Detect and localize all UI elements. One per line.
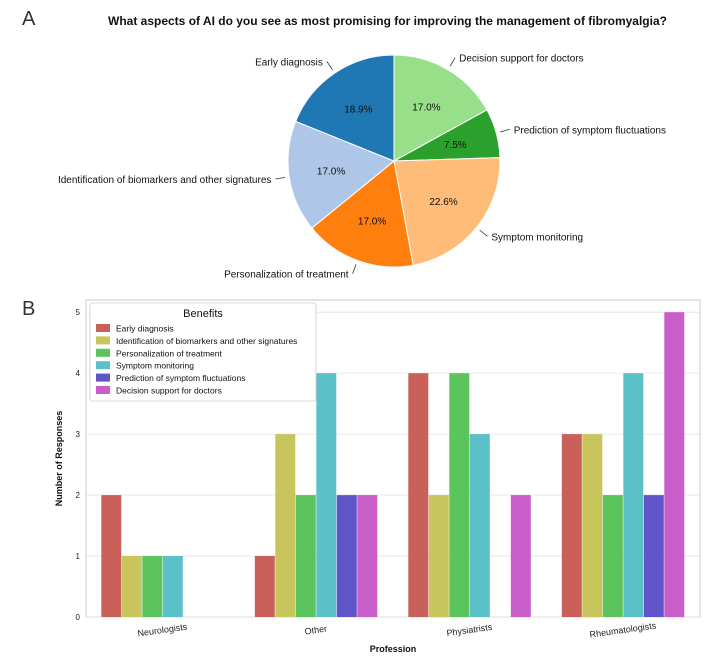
legend-swatch [96, 336, 110, 345]
y-tick-label: 2 [76, 491, 81, 500]
pie-category-label: Decision support for doctors [459, 54, 584, 65]
legend-entry: Personalization of treatment [116, 348, 222, 358]
pie-chart-title: What aspects of AI do you see as most pr… [108, 14, 667, 28]
panel-a-label: A [22, 8, 36, 30]
bar-rheumatologists-decision-support-for-doctors [664, 312, 685, 617]
legend-swatch [96, 373, 110, 382]
pie-slice-identification-of-biomarkers-and-other-signatures [287, 120, 395, 229]
y-tick-label: 1 [76, 552, 81, 561]
legend-swatch [96, 361, 110, 370]
legend-entry: Early diagnosis [116, 324, 174, 334]
pie-category-label: Prediction of symptom fluctuations [514, 125, 666, 136]
pie-category-label: Early diagnosis [255, 58, 323, 69]
legend-swatch [96, 324, 110, 332]
bar-neurologists-early-diagnosis [101, 495, 122, 617]
y-tick-label: 3 [76, 430, 81, 439]
legend-entry: Decision support for doctors [116, 386, 222, 396]
pie-slice-symptom-monitoring [393, 157, 501, 266]
pie-pct-label: 7.5% [444, 140, 467, 151]
pie-leader-line [275, 177, 286, 180]
legend-entry: Prediction of symptom fluctuations [116, 373, 245, 383]
pie-pct-label: 22.6% [429, 197, 457, 208]
bar-chart: 0 1 2 3 4 5 Neurologists Other Physiatrists Rheum… [54, 299, 701, 654]
bar-rheumatologists-early-diagnosis [561, 434, 582, 617]
bar-physiatrists-symptom-monitoring [469, 434, 490, 617]
pie-category-label: Identification of biomarkers and other s… [58, 175, 271, 186]
bar-other-identification-of-biomarkers-and-other-signatures [275, 434, 296, 617]
bar-other-prediction-of-symptom-fluctuations [336, 495, 357, 617]
pie-leader-line [326, 61, 333, 71]
y-tick-label: 0 [76, 613, 81, 622]
bar-rheumatologists-identification-of-biomarkers-and-other-signatures [582, 434, 603, 617]
bar-other-symptom-monitoring [316, 373, 337, 617]
pie-slice-personalization-of-treatment [311, 160, 414, 268]
pie-leader-line [479, 229, 488, 237]
legend-entry: Identification of biomarkers and other s… [116, 336, 297, 346]
pie-pct-label: 17.0% [412, 102, 440, 113]
y-axis-label: Number of Responses [54, 411, 64, 507]
legend-title: Benefits [183, 308, 223, 320]
bar-rheumatologists-prediction-of-symptom-fluctuations [643, 495, 664, 617]
bar-physiatrists-personalization-of-treatment [449, 373, 470, 617]
bar-neurologists-symptom-monitoring [162, 556, 183, 617]
bar-neurologists-identification-of-biomarkers-and-other-signatures [121, 556, 142, 617]
bar-physiatrists-identification-of-biomarkers-and-other-signatures [428, 495, 449, 617]
legend-swatch [96, 348, 110, 357]
y-tick-label: 4 [76, 369, 81, 378]
pie-pct-label: 18.9% [344, 104, 372, 115]
pie-slice-early-diagnosis [295, 54, 395, 162]
pie-leader-line [449, 57, 456, 67]
x-tick-label: Physiatrists [446, 622, 493, 638]
pie-chart: 17.0% Decision support for doctors 7.5% Pre… [58, 54, 666, 281]
bar-rheumatologists-personalization-of-treatment [602, 495, 623, 617]
legend-box [89, 302, 317, 402]
pie-leader-line [499, 128, 510, 133]
bar-other-personalization-of-treatment [295, 495, 316, 617]
x-axis-label: Profession [370, 644, 417, 654]
bar-rheumatologists-symptom-monitoring [623, 373, 644, 617]
pie-pct-label: 17.0% [358, 217, 386, 228]
pie-slice-decision-support-for-doctors [393, 54, 488, 162]
y-tick-label: 5 [76, 308, 81, 317]
panel-b-label: B [22, 298, 36, 320]
x-tick-label: Neurologists [137, 622, 188, 639]
pie-category-label: Personalization of treatment [224, 270, 349, 281]
legend-swatch [96, 386, 110, 394]
bar-physiatrists-early-diagnosis [408, 373, 429, 617]
bar-physiatrists-decision-support-for-doctors [510, 495, 531, 617]
pie-category-label: Symptom monitoring [491, 232, 583, 243]
legend-entry: Symptom monitoring [116, 361, 194, 371]
pie-pct-label: 17.0% [317, 167, 345, 178]
pie-leader-line [352, 264, 357, 274]
bar-other-decision-support-for-doctors [357, 495, 378, 617]
bar-neurologists-personalization-of-treatment [142, 556, 163, 617]
x-tick-label: Other [304, 624, 328, 637]
legend: Benefits Early diagnosis Identification of… [89, 302, 317, 402]
x-tick-label: Rheumatologists [589, 620, 657, 639]
bar-other-early-diagnosis [254, 556, 275, 617]
